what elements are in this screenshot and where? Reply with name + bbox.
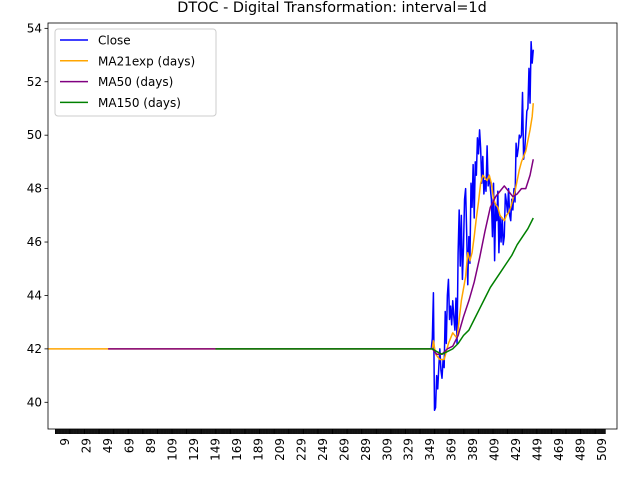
x-tick-label: 69 xyxy=(123,438,137,453)
plot-frame xyxy=(47,22,618,430)
x-tick-label: 449 xyxy=(531,438,545,461)
y-tick-label: 52 xyxy=(27,75,42,89)
y-tick-label: 40 xyxy=(27,395,42,409)
x-tick-label: 489 xyxy=(574,438,588,461)
x-tick-label: 509 xyxy=(595,438,609,461)
x-tick-label: 429 xyxy=(509,438,523,461)
x-tick-label: 149 xyxy=(208,438,222,461)
legend-label-2: MA50 (days) xyxy=(98,75,173,89)
legend: Close MA21exp (days) MA50 (days) MA150 (day… xyxy=(54,28,217,117)
x-tick-label: 329 xyxy=(402,438,416,461)
x-tick-label: 289 xyxy=(359,438,373,461)
series-line-1 xyxy=(48,103,535,361)
x-tick-label: 249 xyxy=(316,438,330,461)
x-tick-label: 369 xyxy=(445,438,459,461)
y-tick-label: 48 xyxy=(27,182,42,196)
x-tick-label: 9 xyxy=(58,438,72,446)
chart-title: DTOC - Digital Transformation: interval=… xyxy=(177,0,486,16)
x-tick-label: 229 xyxy=(294,438,308,461)
x-tick-label: 309 xyxy=(380,438,394,461)
x-tick-label: 89 xyxy=(144,438,158,453)
y-tick-label: 50 xyxy=(27,128,42,142)
x-tick-label: 49 xyxy=(101,438,115,453)
series-line-3 xyxy=(215,217,534,355)
series-line-2 xyxy=(108,159,534,355)
x-tick-label: 129 xyxy=(187,438,201,461)
x-minor-ticks xyxy=(55,429,606,434)
x-tick-label: 109 xyxy=(166,438,180,461)
x-tick-label: 469 xyxy=(552,438,566,461)
y-tick-label: 46 xyxy=(27,235,42,249)
x-tick-label: 409 xyxy=(488,438,502,461)
x-tick-label: 349 xyxy=(423,438,437,461)
x-tick-label: 389 xyxy=(466,438,480,461)
x-tick-label: 209 xyxy=(273,438,287,461)
series-line-0 xyxy=(430,40,535,412)
legend-label-1: MA21exp (days) xyxy=(98,54,195,68)
axes-layer: 40 42 44 46 48 50 52 54 9 29 49 69 89 109 129 149 169 189… xyxy=(27,21,609,461)
y-tick-label: 54 xyxy=(27,21,42,35)
x-tick-label: 189 xyxy=(251,438,265,461)
x-tick-label: 269 xyxy=(337,438,351,461)
legend-box xyxy=(54,28,217,117)
legend-label-3: MA150 (days) xyxy=(98,96,181,110)
x-tick-label: 29 xyxy=(80,438,94,453)
series-layer xyxy=(48,40,535,412)
x-tick-label: 169 xyxy=(230,438,244,461)
legend-label-0: Close xyxy=(98,34,131,48)
y-tick-label: 42 xyxy=(27,342,42,356)
y-tick-label: 44 xyxy=(27,288,42,302)
